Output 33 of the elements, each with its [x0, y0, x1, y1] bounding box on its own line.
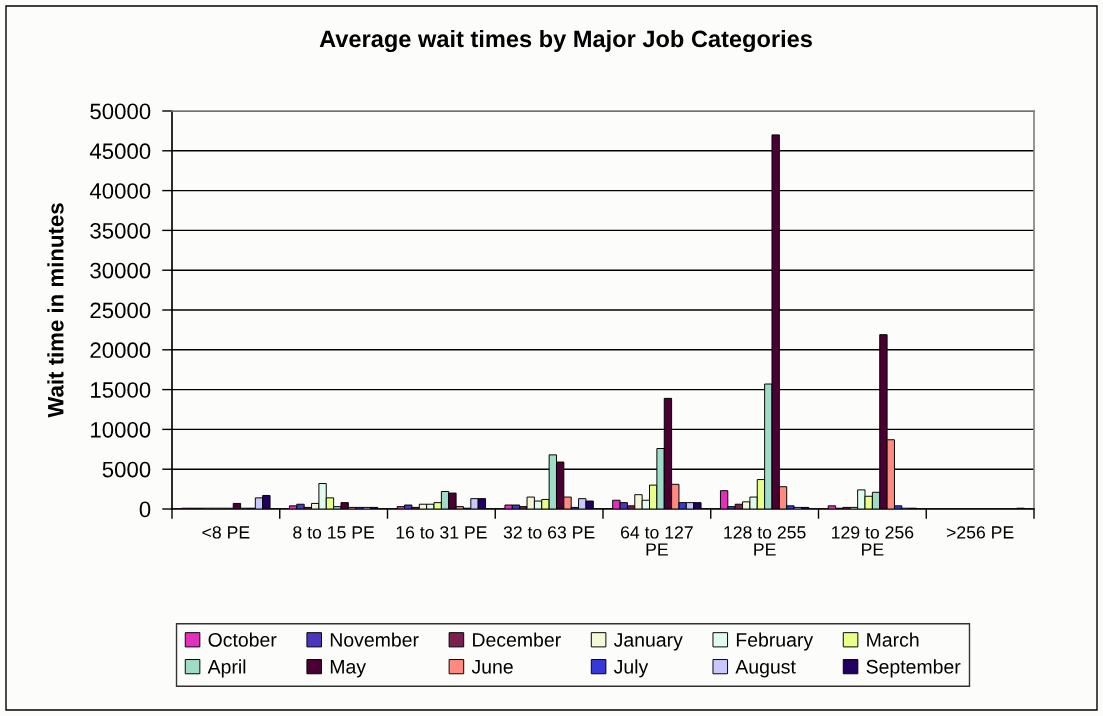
- y-tick-label: 0: [139, 501, 151, 518]
- legend-label: February: [736, 632, 814, 651]
- x-tick-label: 64 to 127 PE: [620, 526, 693, 556]
- chart-title: Average wait times by Major Job Categories: [319, 29, 812, 53]
- y-tick-label: 20000: [90, 342, 151, 359]
- legend-label: January: [613, 633, 683, 651]
- y-tick-label: 45000: [89, 143, 151, 160]
- legend-label: October: [208, 632, 277, 647]
- legend-label: November: [330, 632, 419, 647]
- x-tick-label: 128 to 255 PE: [724, 526, 806, 556]
- y-tick-label: 35000: [90, 222, 151, 239]
- y-tick-label: 40000: [89, 183, 151, 199]
- x-tick-label: >256 PE: [946, 526, 1014, 539]
- y-tick-label: 5000: [102, 461, 151, 478]
- legend-label: March: [867, 632, 919, 647]
- legend-label: December: [473, 632, 561, 647]
- y-tick-label: 15000: [91, 382, 151, 398]
- x-tick-label: 8 to 15 PE: [293, 526, 375, 539]
- x-tick-label: 16 to 31 PE: [396, 526, 487, 539]
- y-tick-label: 10000: [91, 421, 151, 438]
- legend-label: June: [471, 660, 513, 674]
- x-tick-label: <8 PE: [202, 526, 250, 539]
- y-tick-label: 50000: [90, 103, 151, 120]
- x-tick-label: 129 to 256 PE: [832, 526, 914, 556]
- y-tick-label: 30000: [90, 262, 151, 279]
- legend-label: August: [735, 660, 796, 678]
- legend-label: July: [613, 659, 649, 678]
- legend-label: September: [866, 659, 961, 678]
- legend-label: May: [330, 660, 366, 678]
- legend-label: April: [207, 659, 246, 678]
- y-axis-title: Wait time in minutes: [47, 203, 64, 418]
- x-tick-label: 32 to 63 PE: [503, 526, 595, 539]
- y-tick-label: 25000: [90, 302, 151, 319]
